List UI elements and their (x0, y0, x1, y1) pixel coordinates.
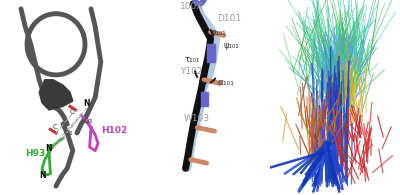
Polygon shape (39, 80, 73, 110)
Text: N: N (39, 171, 45, 180)
Text: N: N (84, 99, 90, 108)
Text: W103: W103 (184, 113, 210, 122)
Text: C: C (53, 124, 58, 130)
Text: φ₁₀₁: φ₁₀₁ (211, 28, 226, 37)
Text: H93: H93 (25, 149, 45, 158)
Text: C: C (70, 109, 74, 115)
Polygon shape (207, 44, 214, 62)
Text: H102: H102 (101, 126, 127, 135)
Text: Cα: Cα (64, 130, 73, 136)
Text: Cα: Cα (84, 118, 93, 124)
Text: ψ₁₀₁: ψ₁₀₁ (224, 41, 240, 50)
Polygon shape (201, 92, 208, 106)
Text: 100X: 100X (180, 2, 204, 11)
Text: α₁₀₁: α₁₀₁ (217, 78, 234, 87)
Text: D101: D101 (217, 14, 241, 23)
Text: Y102: Y102 (180, 67, 203, 76)
Text: τ₁₀₁: τ₁₀₁ (184, 55, 200, 64)
Text: N: N (45, 144, 52, 153)
